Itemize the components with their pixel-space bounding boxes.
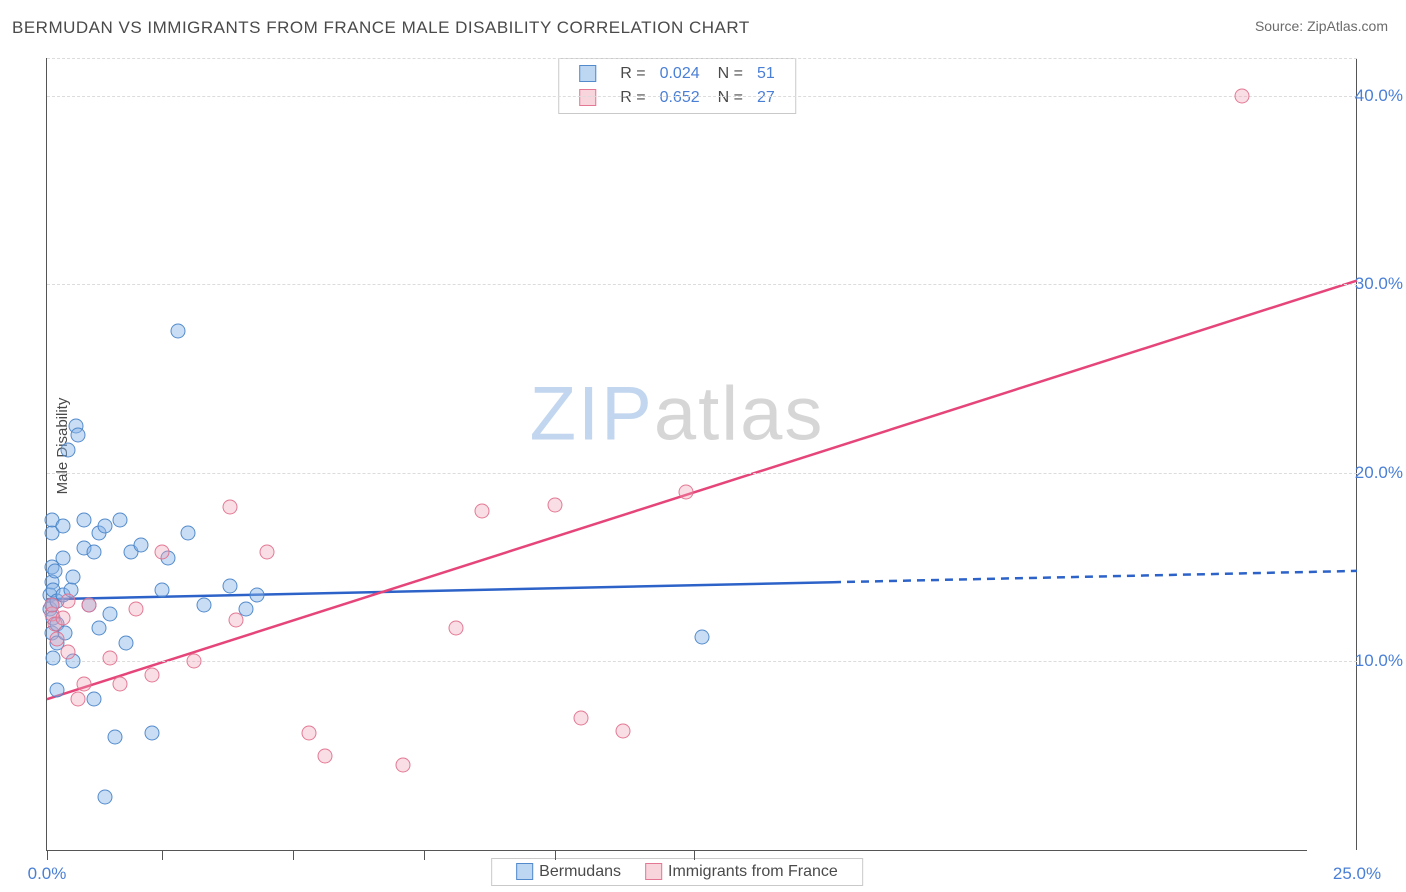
x-tick — [694, 850, 695, 860]
data-point — [71, 692, 86, 707]
data-point — [144, 726, 159, 741]
x-tick — [424, 850, 425, 860]
legend-series: Bermudans Immigrants from France — [491, 858, 863, 886]
chart-container: BERMUDAN VS IMMIGRANTS FROM FRANCE MALE … — [0, 0, 1406, 892]
n-value: 51 — [753, 63, 783, 85]
n-value: 27 — [753, 87, 783, 109]
gridline — [47, 58, 1357, 59]
plot-area: ZIPatlas R =0.024N =51R =0.652N =27 Berm… — [46, 58, 1307, 851]
blue-swatch-icon — [516, 863, 533, 880]
legend-item: Bermudans — [516, 863, 621, 881]
data-point — [548, 497, 563, 512]
data-point — [228, 612, 243, 627]
r-label: R = — [612, 63, 653, 85]
data-point — [92, 620, 107, 635]
data-point — [76, 513, 91, 528]
trend-lines — [47, 58, 1357, 850]
data-point — [50, 682, 65, 697]
data-point — [144, 667, 159, 682]
pink-swatch-icon — [645, 863, 662, 880]
r-value: 0.024 — [656, 63, 708, 85]
data-point — [155, 582, 170, 597]
data-point — [113, 677, 128, 692]
pink-swatch-icon — [579, 89, 596, 106]
n-label: N = — [710, 63, 751, 85]
y-tick-label: 20.0% — [1343, 463, 1403, 483]
data-point — [102, 607, 117, 622]
x-tick-label: 25.0% — [1333, 864, 1381, 884]
data-point — [1234, 88, 1249, 103]
data-point — [71, 428, 86, 443]
data-point — [97, 518, 112, 533]
data-point — [66, 569, 81, 584]
r-value: 0.652 — [656, 87, 708, 109]
data-point — [260, 545, 275, 560]
data-point — [47, 563, 62, 578]
data-point — [55, 518, 70, 533]
data-point — [50, 631, 65, 646]
gridline — [47, 661, 1357, 662]
data-point — [197, 597, 212, 612]
data-point — [448, 620, 463, 635]
data-point — [60, 594, 75, 609]
legend-label: Immigrants from France — [668, 863, 838, 880]
data-point — [81, 597, 96, 612]
data-point — [317, 748, 332, 763]
blue-swatch-icon — [579, 65, 596, 82]
data-point — [102, 650, 117, 665]
data-point — [55, 611, 70, 626]
data-point — [695, 629, 710, 644]
data-point — [223, 499, 238, 514]
x-tick — [47, 850, 48, 860]
data-point — [474, 503, 489, 518]
data-point — [171, 324, 186, 339]
data-point — [129, 601, 144, 616]
data-point — [679, 484, 694, 499]
data-point — [186, 654, 201, 669]
legend-stat-row: R =0.024N =51 — [571, 63, 783, 85]
data-point — [155, 545, 170, 560]
data-point — [76, 677, 91, 692]
n-label: N = — [710, 87, 751, 109]
data-point — [396, 758, 411, 773]
data-point — [118, 635, 133, 650]
data-point — [46, 650, 61, 665]
chart-title: BERMUDAN VS IMMIGRANTS FROM FRANCE MALE … — [12, 18, 750, 38]
chart-source: Source: ZipAtlas.com — [1255, 18, 1388, 34]
data-point — [113, 513, 128, 528]
data-point — [302, 726, 317, 741]
data-point — [45, 597, 60, 612]
legend-label: Bermudans — [539, 863, 621, 880]
x-tick-label: 0.0% — [28, 864, 67, 884]
legend-stat-row: R =0.652N =27 — [571, 87, 783, 109]
data-point — [87, 545, 102, 560]
data-point — [60, 645, 75, 660]
data-point — [181, 526, 196, 541]
gridline — [47, 284, 1357, 285]
x-tick — [555, 850, 556, 860]
data-point — [108, 729, 123, 744]
data-point — [60, 443, 75, 458]
gridline — [47, 96, 1357, 97]
gridline — [47, 473, 1357, 474]
x-tick — [162, 850, 163, 860]
y-tick-label: 40.0% — [1343, 86, 1403, 106]
legend-stats: R =0.024N =51R =0.652N =27 — [558, 58, 796, 114]
data-point — [134, 537, 149, 552]
data-point — [55, 550, 70, 565]
x-tick — [293, 850, 294, 860]
data-point — [616, 724, 631, 739]
y-tick-label: 10.0% — [1343, 651, 1403, 671]
data-point — [574, 711, 589, 726]
data-point — [223, 579, 238, 594]
y-tick-label: 30.0% — [1343, 274, 1403, 294]
data-point — [97, 790, 112, 805]
data-point — [87, 692, 102, 707]
legend-item: Immigrants from France — [645, 863, 838, 881]
data-point — [249, 588, 264, 603]
r-label: R = — [612, 87, 653, 109]
